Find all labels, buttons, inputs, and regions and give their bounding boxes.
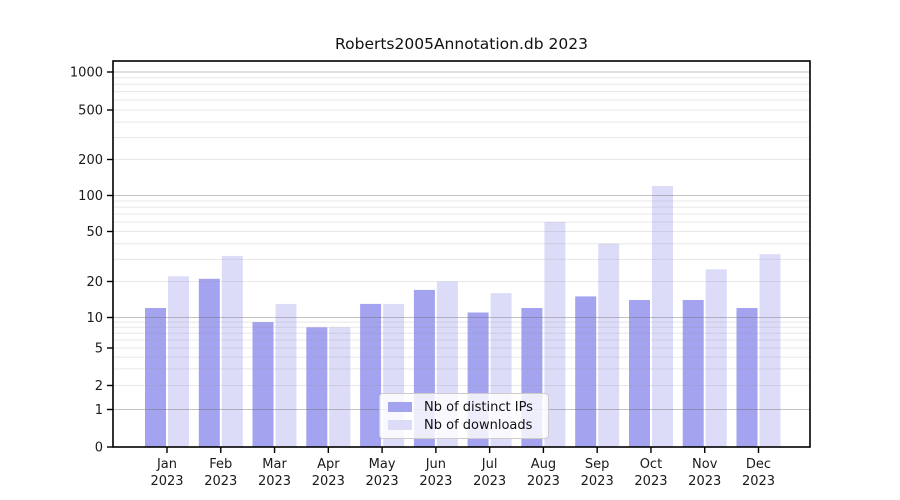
x-tick-label-year: 2023 xyxy=(688,474,721,489)
y-tick-label: 200 xyxy=(78,153,103,168)
legend: Nb of distinct IPs Nb of downloads xyxy=(379,393,549,439)
y-tick-label: 20 xyxy=(86,275,103,290)
x-tick-label-month: Nov xyxy=(692,457,718,472)
y-tick-label: 100 xyxy=(78,189,103,204)
y-tick-label: 10 xyxy=(86,311,103,326)
legend-entry-distinct-ips: Nb of distinct IPs xyxy=(386,398,540,416)
bar-downloads-apr xyxy=(329,327,351,447)
x-tick-label-month: Oct xyxy=(640,457,662,472)
bar-downloads-mar xyxy=(275,303,297,447)
x-tick-label-year: 2023 xyxy=(312,474,345,489)
x-tick-label-month: Jun xyxy=(425,457,446,472)
x-tick-label-month: Dec xyxy=(746,457,771,472)
bar-downloads-aug xyxy=(544,222,566,447)
bar-distinct-ips-apr xyxy=(306,327,328,447)
x-tick-label-month: Apr xyxy=(317,457,340,472)
x-tick-label-year: 2023 xyxy=(742,474,775,489)
x-tick-label-month: Jan xyxy=(156,457,177,472)
x-tick-label-year: 2023 xyxy=(204,474,237,489)
x-tick-label-month: Mar xyxy=(262,457,287,472)
y-tick-label: 5 xyxy=(95,342,103,357)
x-tick-label-year: 2023 xyxy=(634,474,667,489)
bar-distinct-ips-feb xyxy=(198,278,220,447)
bar-distinct-ips-jan xyxy=(145,308,166,447)
legend-entry-downloads: Nb of downloads xyxy=(386,416,540,434)
y-tick-label: 50 xyxy=(86,225,103,240)
bar-distinct-ips-dec xyxy=(736,308,758,447)
y-tick-label: 1000 xyxy=(70,66,103,81)
bar-distinct-ips-may xyxy=(360,303,382,447)
bar-distinct-ips-nov xyxy=(682,300,704,447)
x-tick-label-year: 2023 xyxy=(419,474,452,489)
x-tick-label-year: 2023 xyxy=(581,474,614,489)
x-tick-label-year: 2023 xyxy=(366,474,399,489)
bar-downloads-feb xyxy=(221,255,243,447)
bar-downloads-nov xyxy=(705,269,727,447)
chart-title: Roberts2005Annotation.db 2023 xyxy=(335,35,588,53)
legend-swatch-downloads xyxy=(388,420,412,430)
y-tick-label: 500 xyxy=(78,104,103,119)
y-tick-label: 1 xyxy=(95,403,103,418)
x-tick-label-year: 2023 xyxy=(527,474,560,489)
x-tick-label-year: 2023 xyxy=(258,474,291,489)
legend-swatch-distinct-ips xyxy=(388,402,412,412)
x-tick-label-month: Aug xyxy=(531,457,556,472)
x-tick-label-year: 2023 xyxy=(150,474,183,489)
plot-frame xyxy=(112,60,811,448)
x-tick-label-month: Feb xyxy=(209,457,232,472)
bar-downloads-oct xyxy=(652,186,673,447)
legend-label-distinct-ips: Nb of distinct IPs xyxy=(424,399,533,415)
x-tick-label-month: May xyxy=(369,457,396,472)
x-tick-label-month: Sep xyxy=(585,457,610,472)
bar-distinct-ips-mar xyxy=(252,322,274,447)
bar-distinct-ips-sep xyxy=(575,296,597,447)
y-tick-label: 0 xyxy=(95,441,103,456)
legend-label-downloads: Nb of downloads xyxy=(424,417,533,433)
x-tick-label-month: Jul xyxy=(481,457,498,472)
x-tick-label-year: 2023 xyxy=(473,474,506,489)
bar-downloads-jan xyxy=(168,276,189,447)
bar-distinct-ips-oct xyxy=(629,300,650,447)
bar-downloads-sep xyxy=(598,243,620,447)
y-tick-label: 2 xyxy=(95,379,103,394)
bar-downloads-dec xyxy=(759,254,781,447)
